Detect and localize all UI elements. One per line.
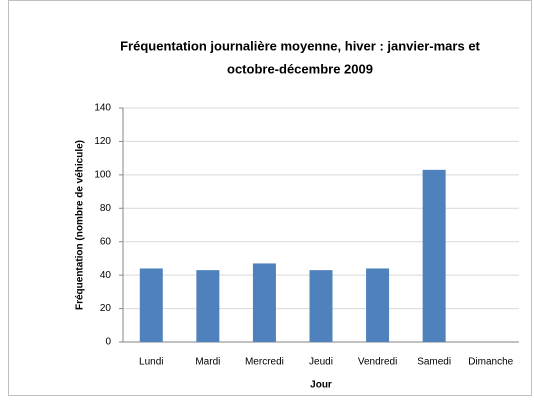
y-tick-label: 0 [105,337,111,348]
x-tick-label: Mardi [195,357,220,368]
y-tick-label: 40 [100,270,112,281]
y-tick-label: 120 [94,136,111,147]
x-tick-label: Samedi [417,357,451,368]
x-axis-title: Jour [310,380,332,391]
bar [139,268,163,342]
bar [366,268,390,342]
x-tick-label: Vendredi [358,357,397,368]
x-tick-label: Jeudi [309,357,333,368]
x-tick-label: Mercredi [245,357,284,368]
bar [252,263,276,342]
y-tick-label: 20 [100,303,112,314]
bar [196,270,220,342]
x-tick-label: Dimanche [468,357,513,368]
x-tick-label: Lundi [139,357,163,368]
y-tick-label: 80 [100,203,112,214]
y-tick-label: 60 [100,236,112,247]
bar [309,270,333,342]
chart-title: octobre-décembre 2009 [227,61,373,76]
bar [422,169,446,342]
y-tick-label: 140 [94,103,111,114]
y-tick-label: 100 [94,169,111,180]
chart-title: Fréquentation journalière moyenne, hiver… [120,38,480,53]
y-axis-title: Fréquentation (nombre de véhicule) [75,140,86,310]
